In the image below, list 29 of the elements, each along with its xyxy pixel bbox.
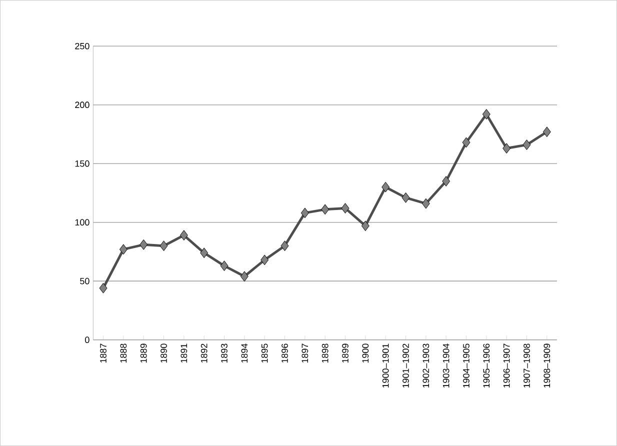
x-tick-label: 1887 bbox=[100, 344, 106, 363]
x-tick-label: 1897 bbox=[302, 344, 308, 363]
x-tick-label: 1908–1909 bbox=[544, 344, 550, 388]
x-tick-label: 1900–1901 bbox=[382, 344, 389, 388]
y-tick-label: 100 bbox=[75, 219, 90, 226]
x-tick-label: 1890 bbox=[160, 344, 167, 363]
x-tick-label: 1906–1907 bbox=[503, 344, 510, 388]
x-tick-label: 1895 bbox=[261, 344, 268, 363]
x-tick-label: 1891 bbox=[180, 344, 188, 363]
y-tick-label: 250 bbox=[75, 42, 90, 50]
x-tick-label: 1902–1903 bbox=[422, 344, 430, 388]
x-tick-label: 1907–1908 bbox=[524, 344, 530, 388]
x-tick-label: 1893 bbox=[221, 344, 228, 363]
x-tick-label: 1905–1906 bbox=[483, 344, 490, 388]
x-tick-label: 1898 bbox=[322, 344, 328, 363]
x-tick-label: 1899 bbox=[342, 344, 348, 363]
x-tick-label: 1904–1905 bbox=[463, 344, 470, 388]
y-tick-label: 150 bbox=[75, 160, 90, 167]
y-tick-label: 50 bbox=[80, 278, 90, 284]
x-tick-label: 1894 bbox=[241, 344, 248, 363]
y-tick-label: 200 bbox=[75, 102, 90, 108]
x-tick-label: 1892 bbox=[200, 344, 208, 363]
y-tick-label: 0 bbox=[85, 336, 90, 343]
x-tick-label: 1889 bbox=[140, 344, 147, 363]
x-tick-label: 1900 bbox=[362, 344, 369, 363]
x-tick-label: 1903–1904 bbox=[442, 344, 450, 388]
x-tick-label: 1888 bbox=[120, 344, 127, 363]
x-tick-label: 1896 bbox=[282, 344, 288, 363]
x-tick-label: 1901–1902 bbox=[402, 344, 409, 388]
